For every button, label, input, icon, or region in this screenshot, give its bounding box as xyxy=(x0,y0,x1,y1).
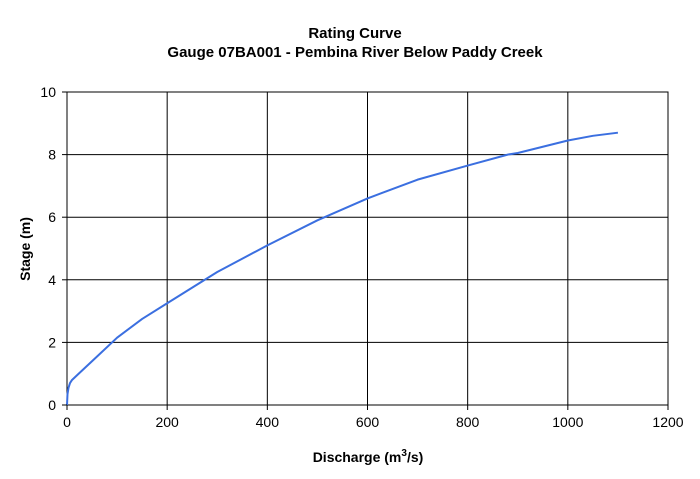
y-tick-label: 8 xyxy=(48,147,56,163)
x-tick-label: 600 xyxy=(356,414,380,430)
x-axis-label-main: Discharge (m xyxy=(313,449,402,465)
y-axis-ticks: 0 2 4 6 8 10 xyxy=(40,84,67,413)
y-tick-label: 0 xyxy=(48,397,56,413)
x-tick-label: 200 xyxy=(155,414,179,430)
x-tick-label: 1200 xyxy=(652,414,683,430)
x-tick-label: 400 xyxy=(256,414,280,430)
y-tick-label: 6 xyxy=(48,209,56,225)
y-tick-label: 10 xyxy=(40,84,56,100)
y-tick-label: 2 xyxy=(48,334,56,350)
x-tick-label: 0 xyxy=(63,414,71,430)
x-tick-label: 800 xyxy=(456,414,480,430)
chart-subtitle: Gauge 07BA001 - Pembina River Below Padd… xyxy=(167,44,543,61)
x-tick-label: 1000 xyxy=(552,414,583,430)
grid-lines xyxy=(67,92,668,405)
series-group xyxy=(66,131,619,406)
x-axis-ticks: 0 200 400 600 800 1000 1200 xyxy=(63,405,684,430)
x-axis-label-sup: 3 xyxy=(401,448,407,459)
chart-title: Rating Curve xyxy=(308,25,401,42)
x-axis-label: Discharge (m3/s) xyxy=(313,448,424,465)
series-line xyxy=(66,131,619,406)
y-tick-label: 4 xyxy=(48,272,56,288)
y-axis-label: Stage (m) xyxy=(17,217,33,281)
x-axis-label-tail: /s) xyxy=(407,449,423,465)
